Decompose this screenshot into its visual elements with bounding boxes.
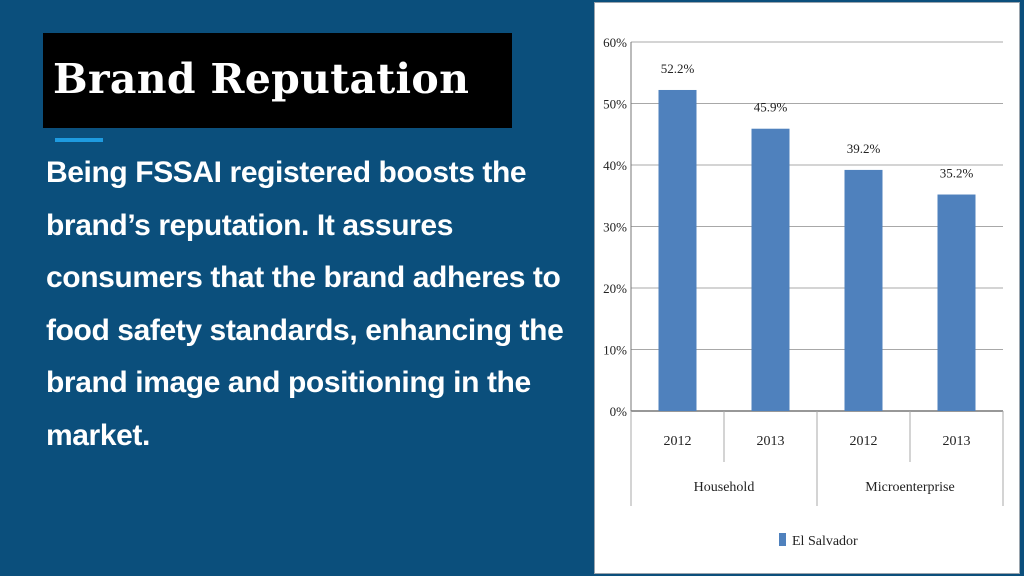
x-category-label: 2013 — [757, 434, 785, 449]
accent-line — [55, 138, 103, 142]
data-label: 39.2% — [847, 141, 881, 156]
y-tick-label: 10% — [603, 343, 627, 358]
chart-panel: 0% 10% 20% 30% 40% 50% 60% 52.2% 45.9% 39.2% 35.2%… — [594, 2, 1020, 574]
title-box: Brand Reputation — [43, 33, 512, 128]
x-category-label: 2013 — [943, 434, 971, 449]
data-label: 35.2% — [940, 166, 974, 181]
legend-label: El Salvador — [792, 534, 858, 549]
x-category-label: 2012 — [850, 434, 878, 449]
y-tick-label: 30% — [603, 220, 627, 235]
slide-body-text: Being FSSAI registered boosts the brand’… — [46, 156, 564, 452]
y-tick-label: 50% — [603, 97, 627, 112]
x-group-label: Microenterprise — [865, 480, 954, 495]
bar-chart: 0% 10% 20% 30% 40% 50% 60% 52.2% 45.9% 39.2% 35.2%… — [603, 35, 1004, 549]
x-group-label: Household — [694, 480, 755, 495]
x-category-label: 2012 — [664, 434, 692, 449]
bar — [937, 194, 976, 411]
slide-title: Brand Reputation — [53, 55, 470, 103]
y-tick-label: 60% — [603, 35, 627, 50]
data-label: 45.9% — [754, 100, 788, 115]
y-tick-label: 0% — [610, 404, 628, 419]
legend-swatch — [779, 533, 786, 546]
bar — [658, 89, 697, 411]
bar — [844, 169, 883, 411]
data-label: 52.2% — [661, 61, 695, 76]
bar — [751, 128, 790, 411]
y-tick-label: 20% — [603, 281, 627, 296]
y-tick-label: 40% — [603, 158, 627, 173]
